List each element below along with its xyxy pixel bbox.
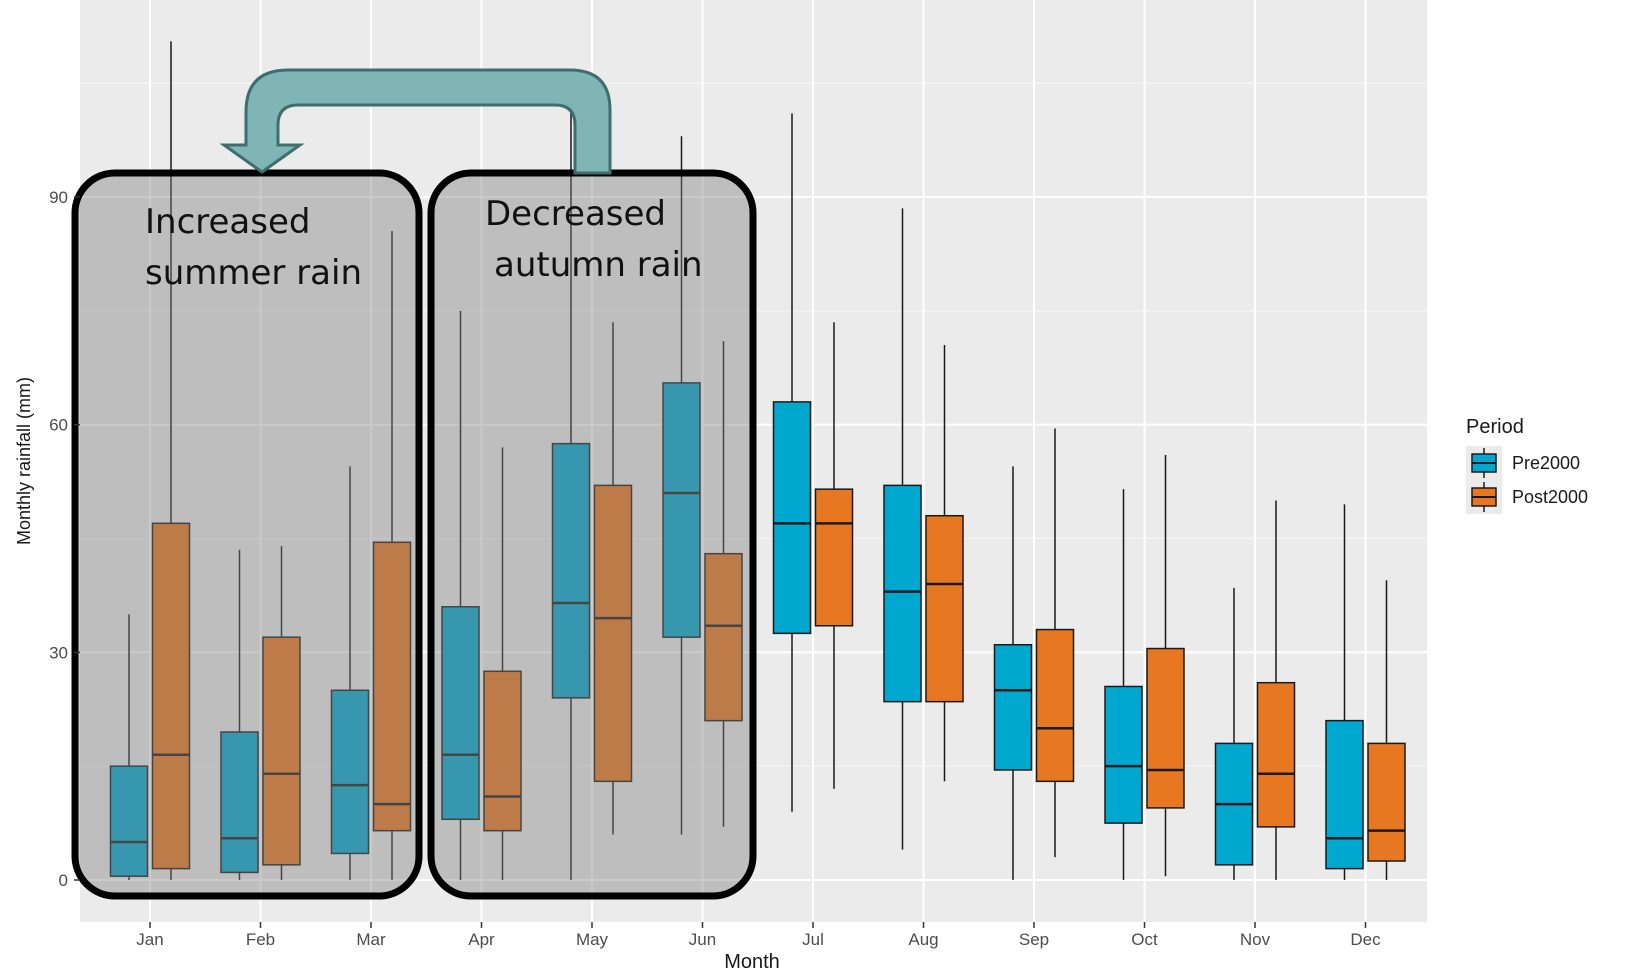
annotation-text: autumn rain xyxy=(494,245,703,285)
box-pre2000-oct xyxy=(1104,489,1143,880)
box-post2000-dec xyxy=(1367,580,1406,880)
legend-label: Pre2000 xyxy=(1512,453,1580,473)
x-tick-label: Aug xyxy=(908,930,938,949)
box-post2000-may xyxy=(593,322,633,835)
box-iqr xyxy=(109,765,149,877)
box-pre2000-apr xyxy=(441,310,480,880)
box-pre2000-dec xyxy=(1325,504,1364,880)
x-tick-label: Jan xyxy=(136,930,163,949)
annotation-text: Increased xyxy=(145,202,310,242)
grid xyxy=(80,0,1427,922)
box-pre2000-mar xyxy=(330,466,370,880)
x-tick-label: Jul xyxy=(802,930,824,949)
box-iqr xyxy=(441,606,480,821)
box-pre2000-sep xyxy=(993,466,1033,880)
x-tick-label: Sep xyxy=(1019,930,1049,949)
x-tick-label: Mar xyxy=(356,930,386,949)
box-iqr xyxy=(883,484,922,703)
box-iqr xyxy=(593,484,633,783)
box-iqr xyxy=(1104,685,1143,824)
box-iqr xyxy=(483,670,522,832)
box-pre2000-feb xyxy=(220,549,259,880)
box-iqr xyxy=(372,541,412,832)
box-iqr xyxy=(1325,719,1364,870)
y-tick-label: 30 xyxy=(49,643,68,662)
box-pre2000-jun xyxy=(662,136,701,835)
legend-label: Post2000 xyxy=(1512,487,1588,507)
y-tick-label: 60 xyxy=(49,416,68,435)
box-iqr xyxy=(1256,681,1296,828)
y-tick-label: 90 xyxy=(49,188,68,207)
overlays: Increased summer rain Decreased autumn rain xyxy=(71,68,757,900)
x-tick-label: Jun xyxy=(689,930,716,949)
box-iqr xyxy=(1367,742,1406,862)
box-post2000-aug xyxy=(925,344,964,782)
box-pre2000-aug xyxy=(883,208,922,850)
x-tick-label: Oct xyxy=(1131,930,1158,949)
x-axis-title: Month xyxy=(724,951,780,973)
box-iqr xyxy=(704,552,743,722)
x-tick-label: Dec xyxy=(1350,930,1381,949)
annotation-box xyxy=(71,169,423,900)
legend-title: Period xyxy=(1466,416,1524,438)
x-tick-label: Nov xyxy=(1240,930,1271,949)
box-pre2000-jan xyxy=(109,614,149,880)
box-post2000-mar xyxy=(372,231,412,880)
box-pre2000-nov xyxy=(1214,587,1254,880)
box-iqr xyxy=(814,488,854,627)
arrow-shape xyxy=(219,68,612,175)
box-post2000-jun xyxy=(704,341,743,827)
x-tick-label: Feb xyxy=(246,930,275,949)
legend: Period Pre2000 Post2000 xyxy=(1466,416,1588,514)
box-iqr xyxy=(330,689,370,855)
box-iqr xyxy=(772,401,812,635)
box-post2000-nov xyxy=(1256,500,1296,880)
box-iqr xyxy=(262,636,301,866)
x-tick-label: May xyxy=(576,930,609,949)
box-iqr xyxy=(662,382,701,638)
box-post2000-feb xyxy=(262,546,301,880)
axes: 0 30 60 90 Jan Feb Mar Apr May Jun Jul Aug Sep Oct Nov… xyxy=(49,188,1381,949)
box-post2000-oct xyxy=(1146,455,1185,877)
box-iqr xyxy=(220,731,259,874)
y-tick-label: 0 xyxy=(59,871,68,890)
box-pre2000-may xyxy=(551,83,591,880)
box-post2000-jul xyxy=(814,322,854,789)
x-tick-label: Apr xyxy=(468,930,495,949)
box-iqr xyxy=(1035,628,1075,783)
boxes xyxy=(109,41,1406,880)
annotation-text: Decreased xyxy=(485,194,666,234)
box-iqr xyxy=(151,522,191,870)
box-pre2000-jul xyxy=(772,113,812,812)
box-post2000-jan xyxy=(151,41,191,880)
box-iqr xyxy=(993,643,1033,771)
box-iqr xyxy=(1146,647,1185,809)
box-iqr xyxy=(925,514,964,703)
box-post2000-sep xyxy=(1035,428,1075,858)
box-iqr xyxy=(551,442,591,699)
annotation-text: summer rain xyxy=(145,253,362,293)
box-post2000-apr xyxy=(483,447,522,880)
y-axis-title: Monthly rainfall (mm) xyxy=(14,377,34,545)
